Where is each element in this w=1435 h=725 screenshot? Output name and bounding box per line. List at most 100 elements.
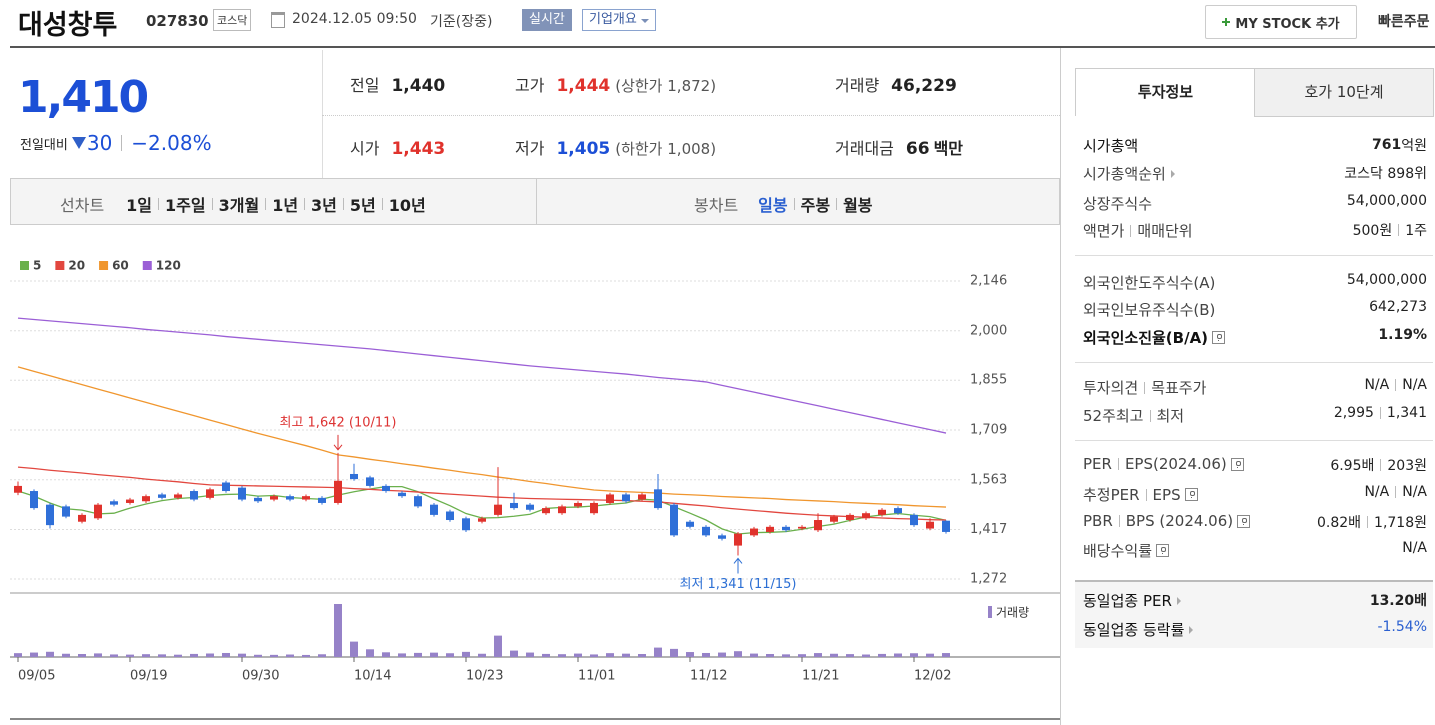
volume-bar [334, 604, 342, 657]
help-icon[interactable] [1237, 514, 1251, 528]
label-text: EPS [1152, 485, 1181, 504]
info-label: 외국인보유주식수(B) [1083, 299, 1215, 320]
volume-bar [78, 654, 86, 657]
separator [158, 198, 160, 210]
candle-tab[interactable]: 주봉 [800, 196, 831, 215]
candle-body [798, 526, 806, 529]
separator [211, 198, 213, 210]
label-text: PBR [1083, 512, 1113, 530]
overview-label: 기업개요 [589, 12, 637, 27]
value-text: 500원 [1352, 223, 1393, 239]
time-note: 기준(장중) [430, 14, 493, 30]
high-annotation: 최고 1,642 (10/11) [279, 415, 396, 430]
stat-note: (하한가 1,008) [615, 140, 717, 158]
volume-bar [350, 641, 358, 657]
candle-body [190, 491, 198, 500]
candle-body [606, 494, 614, 503]
moving-average-line [17, 485, 947, 535]
period-tab[interactable]: 1주일 [165, 196, 206, 215]
separator [1149, 409, 1151, 422]
realtime-button[interactable]: 실시간 [522, 9, 572, 31]
help-icon[interactable] [1212, 331, 1226, 344]
x-tick-label: 09/30 [242, 669, 279, 684]
volume-bar [766, 654, 774, 657]
value-text: 642,273 [1369, 299, 1427, 315]
candle-tab[interactable]: 일봉 [758, 196, 788, 215]
help-icon[interactable] [1156, 544, 1170, 557]
candle-body [206, 489, 214, 498]
candle-body [622, 494, 630, 502]
quick-order[interactable]: 빠른주문 [1378, 14, 1430, 30]
my-stock-button[interactable]: MY STOCK 추가 [1205, 5, 1357, 39]
info-label: 액면가 매매단위 [1083, 220, 1193, 241]
period-tab[interactable]: 3개월 [218, 196, 260, 215]
candle-body [702, 526, 710, 536]
volume-bar [622, 653, 630, 657]
volume-bar [30, 652, 38, 657]
info-tab-active[interactable]: 투자정보 [1075, 68, 1256, 116]
volume-bar [190, 653, 198, 657]
overview-button[interactable]: 기업개요 [582, 9, 656, 31]
period-tab[interactable]: 1일 [126, 196, 153, 215]
info-label: PER EPS(2024.06) [1083, 455, 1244, 473]
legend-swatch [20, 261, 29, 270]
stat: 고가 1,444 (상한가 1,872) [515, 72, 716, 96]
label-text: 외국인한도주식수(A) [1083, 274, 1216, 292]
info-value: N/A N/A [1364, 377, 1427, 393]
separator [1130, 224, 1132, 237]
volume-bar [606, 653, 614, 657]
candle-body [366, 477, 374, 486]
period-tab[interactable]: 5년 [349, 196, 376, 215]
moving-average-line [17, 366, 947, 508]
stat-label: 거래대금 [835, 139, 894, 158]
candle-body [782, 526, 790, 531]
label-text: 투자의견 [1083, 379, 1139, 397]
tab-bar [10, 178, 1060, 225]
volume-bar [750, 653, 758, 657]
stat: 거래량 46,229 [835, 72, 957, 96]
sector-box [1075, 580, 1433, 648]
separator [121, 135, 123, 151]
label-text: 52주최고 [1083, 407, 1144, 425]
label-text: 목표주가 [1151, 379, 1207, 397]
legend-label: 5 [33, 259, 41, 273]
value-text: 코스닥 898위 [1344, 166, 1427, 182]
x-tick-label: 09/19 [130, 669, 167, 684]
help-icon[interactable] [1184, 488, 1198, 501]
legend-swatch [988, 606, 992, 618]
info-tab[interactable]: 호가 10단계 [1254, 68, 1434, 117]
candle-body [718, 535, 726, 539]
period-tab[interactable]: 1년 [272, 196, 299, 215]
volume-bar [574, 653, 582, 657]
legend-label: 60 [112, 259, 129, 273]
label-text: PER [1083, 455, 1112, 473]
separator [1117, 458, 1119, 470]
moving-average-line [17, 317, 947, 434]
candle-body [750, 528, 758, 536]
stat-label: 고가 [515, 76, 545, 95]
candle-tab[interactable]: 월봉 [843, 196, 873, 215]
stat: 거래대금 66 백만 [835, 135, 963, 159]
volume-bar [702, 652, 710, 657]
volume-legend: 거래량 [996, 606, 1029, 620]
info-label: 시가총액순위 [1083, 163, 1175, 184]
change-row: 전일대비 30 −2.08% [20, 131, 212, 155]
value-text: N/A [1364, 377, 1390, 393]
help-icon[interactable] [1230, 457, 1244, 471]
volume-bar [158, 654, 166, 657]
volume-bar [718, 652, 726, 657]
candle-body [462, 518, 470, 531]
volume-bar [62, 653, 70, 657]
period-tabs: 선차트 1일 1주일 3개월 1년 3년 5년 10년 [60, 192, 426, 216]
separator [1395, 486, 1397, 498]
value-text: 13.20배 [1369, 593, 1427, 609]
divider [536, 179, 537, 224]
period-tab[interactable]: 10년 [388, 196, 426, 215]
candle-body [142, 496, 150, 502]
candle-body [862, 513, 870, 519]
y-tick-label: 2,000 [970, 323, 1007, 338]
value-text: N/A [1402, 484, 1427, 500]
separator [304, 198, 306, 210]
period-tab[interactable]: 3년 [311, 196, 337, 215]
